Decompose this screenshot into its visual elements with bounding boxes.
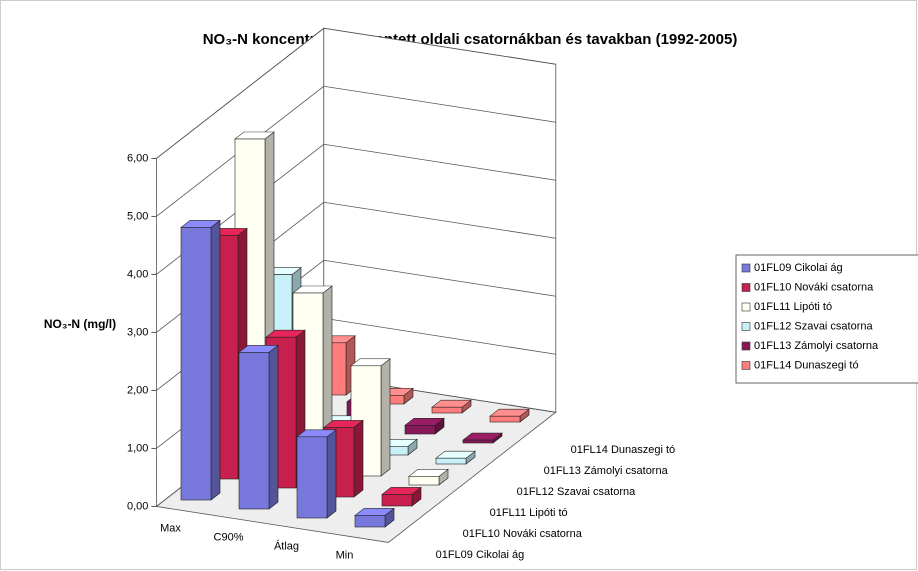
legend-swatch [741, 341, 751, 351]
bar [404, 424, 436, 435]
bar [381, 494, 413, 507]
depth-tick-label: 01FL11 Lipóti tó [490, 507, 568, 519]
bar-side [268, 344, 279, 510]
grid-line [156, 27, 556, 159]
legend-label: 01FL13 Zámolyi csatorna [754, 340, 879, 352]
depth-tick-label: 01FL12 Szavai csatorna [517, 486, 637, 498]
x-tick-label: Max [160, 522, 181, 534]
legend-label: 01FL09 Cikolai ág [754, 262, 843, 274]
y-tick-label: 5,00 [127, 210, 148, 222]
depth-tick-label: 01FL14 Dunaszegi tó [571, 444, 676, 456]
bar-side [210, 219, 221, 501]
bar [354, 515, 386, 528]
legend [735, 254, 918, 384]
legend-label: 01FL11 Lipóti tó [754, 301, 832, 313]
bar-side [326, 429, 337, 519]
bar [489, 415, 521, 423]
legend-swatch [741, 263, 751, 273]
depth-tick-label: 01FL10 Nováki csatorna [463, 528, 583, 540]
y-tick-label: 1,00 [127, 442, 148, 454]
legend-swatch [741, 302, 751, 312]
chart-title: NO₃-N koncentráció a mentett oldali csat… [203, 31, 738, 48]
x-tick-label: C90% [214, 531, 244, 543]
legend-swatch [741, 283, 751, 292]
y-tick-label: 3,00 [127, 326, 148, 338]
depth-tick-label: 01FL09 Cikolai ág [436, 549, 525, 561]
bar [408, 475, 440, 486]
depth-tick-label: 01FL13 Zámolyi csatorna [544, 465, 669, 477]
legend-label: 01FL14 Dunaszegi tó [754, 359, 859, 371]
bar [296, 436, 328, 519]
y-tick-label: 2,00 [127, 384, 148, 396]
legend-swatch [741, 361, 751, 370]
y-axis-label: NO₃-N (mg/l) [44, 317, 116, 331]
legend-label: 01FL10 Nováki csatorna [754, 281, 874, 293]
bar [238, 352, 270, 510]
y-tick-label: 4,00 [127, 268, 148, 280]
y-tick-label: 6,00 [127, 152, 148, 164]
bar [180, 227, 212, 501]
grid-line [156, 85, 556, 217]
x-tick-label: Átlag [274, 539, 299, 552]
y-tick-label: 0,00 [127, 500, 148, 512]
legend-label: 01FL12 Szavai csatorna [754, 320, 874, 332]
bar-side [353, 419, 364, 498]
bar [431, 406, 463, 414]
bar [435, 457, 467, 465]
bar-side [380, 358, 391, 477]
x-tick-label: Min [336, 549, 354, 561]
bar [462, 439, 494, 444]
legend-swatch [741, 322, 751, 331]
